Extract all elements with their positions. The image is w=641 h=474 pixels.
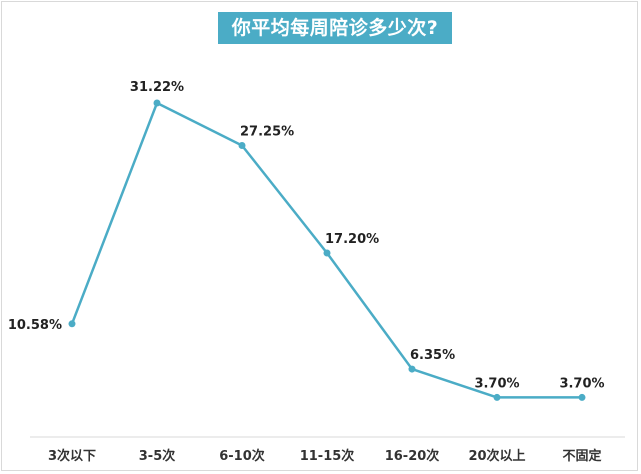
data-point-3 (323, 249, 331, 257)
chart-title: 你平均每周陪诊多少次? (218, 12, 452, 44)
data-label-4: 6.35% (410, 348, 455, 363)
data-label-1: 31.22% (130, 80, 184, 95)
data-label-2: 27.25% (240, 124, 294, 139)
data-point-6 (578, 393, 586, 401)
data-point-0 (68, 320, 76, 328)
x-tick-label-5: 20次以上 (468, 448, 525, 464)
data-label-6: 3.70% (559, 376, 604, 391)
data-point-5 (493, 393, 501, 401)
data-label-0: 10.58% (8, 318, 62, 333)
data-label-5: 3.70% (474, 376, 519, 391)
data-label-3: 17.20% (325, 232, 379, 247)
x-tick-label-0: 3次以下 (48, 448, 96, 464)
x-tick-label-2: 6-10次 (219, 448, 265, 464)
x-tick-label-4: 16-20次 (385, 448, 440, 464)
data-point-4 (408, 365, 416, 373)
data-point-1 (153, 99, 161, 107)
x-tick-label-3: 11-15次 (300, 448, 355, 464)
x-tick-label-6: 不固定 (562, 448, 601, 464)
x-tick-label-1: 3-5次 (139, 448, 176, 464)
data-point-2 (238, 141, 246, 149)
